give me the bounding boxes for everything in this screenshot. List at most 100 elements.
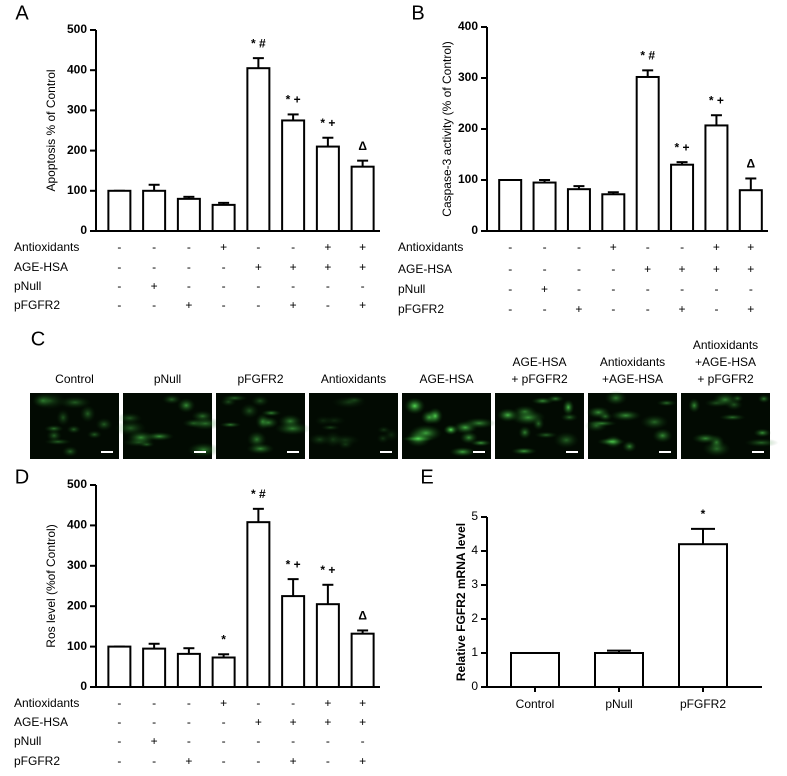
cell (114, 420, 147, 437)
image-label: Antioxidants (321, 372, 386, 386)
treatment-sign: - (256, 240, 260, 254)
cell (66, 424, 82, 434)
treatment-sign: - (117, 298, 121, 312)
treatment-sign: - (222, 715, 226, 729)
cell (622, 440, 637, 453)
cell (46, 429, 62, 442)
cell (640, 414, 669, 430)
treatment-sign: - (680, 282, 684, 296)
bar (738, 189, 763, 232)
treatment-sign: + (220, 696, 227, 710)
bar (678, 543, 728, 689)
treatment-sign: + (359, 260, 366, 274)
image-label: AGE-HSA (512, 355, 566, 369)
y-tick-label: 200 (458, 121, 478, 135)
y-tick-label: 0 (471, 679, 478, 693)
cell (239, 403, 259, 419)
treatment-sign: - (577, 240, 581, 254)
treatment-sign: + (644, 262, 651, 276)
cell (31, 393, 54, 408)
treatment-sign: - (508, 240, 512, 254)
cell (652, 428, 673, 444)
treatment-sign: + (255, 715, 262, 729)
treatment-sign: - (543, 240, 547, 254)
treatment-sign: - (291, 734, 295, 748)
y-axis-label: Apoptosis % of Control (44, 69, 58, 191)
y-tick-label: 400 (67, 62, 87, 76)
cell (427, 407, 444, 425)
treatment-label: pNull (14, 279, 41, 293)
treatment-sign: + (679, 302, 686, 316)
treatment-sign: + (324, 240, 331, 254)
bar (635, 75, 660, 233)
treatment-sign: - (152, 754, 156, 768)
bar (211, 203, 236, 232)
bar (142, 189, 167, 233)
treatment-sign: + (359, 298, 366, 312)
bar (107, 189, 132, 233)
image-label: AGE-HSA (419, 372, 473, 386)
cell (43, 424, 64, 433)
treatment-label: pFGFR2 (398, 302, 444, 316)
treatment-sign: - (187, 734, 191, 748)
micrograph (495, 393, 584, 459)
bar (176, 197, 201, 232)
y-axis-label: Caspase-3 activity (% of Control) (440, 41, 454, 216)
image-label: Control (55, 372, 94, 386)
significance-mark: * + (320, 563, 335, 577)
treatment-sign: - (543, 302, 547, 316)
treatment-sign: - (291, 240, 295, 254)
cell (584, 419, 608, 433)
cell (343, 395, 366, 405)
treatment-sign: + (290, 715, 297, 729)
significance-mark: * + (286, 93, 301, 107)
treatment-label: AGE-HSA (398, 262, 452, 276)
cell (274, 421, 311, 436)
cell (219, 421, 242, 428)
bar (142, 647, 167, 688)
treatment-sign: - (187, 715, 191, 729)
treatment-sign: + (290, 754, 297, 768)
x-tick-label: pNull (605, 697, 632, 711)
treatment-sign: + (324, 260, 331, 274)
bar (532, 181, 557, 233)
panel-label: C (31, 328, 45, 350)
treatment-sign: - (117, 715, 121, 729)
significance-mark: * (701, 507, 706, 521)
x-tick-label: Control (516, 697, 555, 711)
treatment-sign: + (290, 298, 297, 312)
treatment-sign: + (185, 754, 192, 768)
cell (79, 404, 96, 423)
cell (459, 431, 479, 445)
y-tick-label: 500 (67, 22, 87, 36)
treatment-sign: + (220, 240, 227, 254)
treatment-sign: + (359, 715, 366, 729)
y-tick-label: 400 (458, 19, 478, 33)
cell (560, 412, 579, 422)
cell (405, 429, 432, 448)
treatment-sign: - (361, 734, 365, 748)
treatment-sign: - (611, 282, 615, 296)
image-label: + pFGFR2 (697, 372, 754, 386)
bar (315, 145, 340, 232)
cell (337, 439, 354, 450)
panel-label: E (420, 466, 433, 488)
image-label: + pFGFR2 (511, 372, 568, 386)
treatment-sign: - (646, 282, 650, 296)
bar (350, 165, 375, 232)
bar (566, 188, 591, 232)
y-tick-label: 4 (471, 543, 478, 557)
cell (86, 430, 103, 439)
cell (712, 392, 738, 407)
treatment-sign: - (611, 262, 615, 276)
treatment-sign: + (290, 260, 297, 274)
cell (187, 442, 220, 458)
cell (246, 443, 275, 455)
cell (58, 395, 92, 409)
treatment-sign: - (152, 696, 156, 710)
cell (753, 428, 772, 438)
treatment-sign: - (611, 302, 615, 316)
treatment-sign: - (117, 260, 121, 274)
significance-mark: * + (286, 557, 301, 571)
cell (757, 394, 771, 404)
